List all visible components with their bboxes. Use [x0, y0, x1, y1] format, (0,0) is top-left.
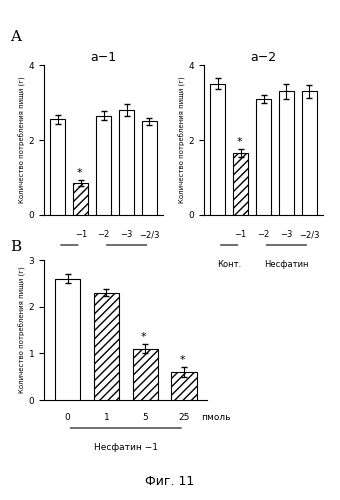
Text: Конт.: Конт.: [57, 260, 82, 269]
Title: a−2: a−2: [251, 51, 276, 64]
Text: Фиг. 11: Фиг. 11: [146, 475, 194, 488]
Text: −1: −1: [235, 230, 247, 239]
Text: A: A: [10, 30, 21, 44]
Bar: [233, 153, 248, 215]
Bar: [256, 99, 271, 215]
Bar: [55, 278, 80, 400]
Text: −3: −3: [120, 230, 133, 239]
Text: −2: −2: [257, 230, 270, 239]
Text: *: *: [179, 356, 185, 366]
Text: −2/3: −2/3: [299, 230, 320, 239]
Text: *: *: [237, 138, 242, 147]
Bar: [94, 292, 119, 400]
Bar: [210, 84, 225, 215]
Text: −2: −2: [98, 230, 110, 239]
Text: 25: 25: [178, 412, 190, 422]
Bar: [73, 183, 88, 215]
Bar: [171, 372, 197, 400]
Text: *: *: [140, 332, 146, 342]
Text: Несфатин: Несфатин: [104, 260, 149, 269]
Bar: [302, 92, 317, 215]
Bar: [51, 120, 65, 215]
Y-axis label: Количество потребления пищи (г): Количество потребления пищи (г): [178, 76, 186, 204]
Text: Несфатин: Несфатин: [264, 260, 309, 269]
Bar: [279, 92, 294, 215]
Text: Несфатин −1: Несфатин −1: [94, 444, 158, 452]
Bar: [119, 110, 134, 215]
Text: −3: −3: [280, 230, 293, 239]
Text: Конт.: Конт.: [217, 260, 241, 269]
Bar: [142, 121, 157, 215]
Bar: [133, 348, 158, 400]
Text: −2/3: −2/3: [139, 230, 160, 239]
Text: B: B: [10, 240, 21, 254]
Text: 5: 5: [142, 412, 148, 422]
Bar: [96, 116, 111, 215]
Text: −1: −1: [75, 230, 87, 239]
Text: *: *: [77, 168, 83, 178]
Text: пмоль: пмоль: [202, 412, 231, 422]
Text: 1: 1: [103, 412, 109, 422]
Y-axis label: Количество потребления пищи (г): Количество потребления пищи (г): [19, 76, 26, 204]
Y-axis label: Количество потребления пищи (г): Количество потребления пищи (г): [19, 266, 26, 394]
Text: 0: 0: [65, 412, 70, 422]
Title: a−1: a−1: [91, 51, 117, 64]
